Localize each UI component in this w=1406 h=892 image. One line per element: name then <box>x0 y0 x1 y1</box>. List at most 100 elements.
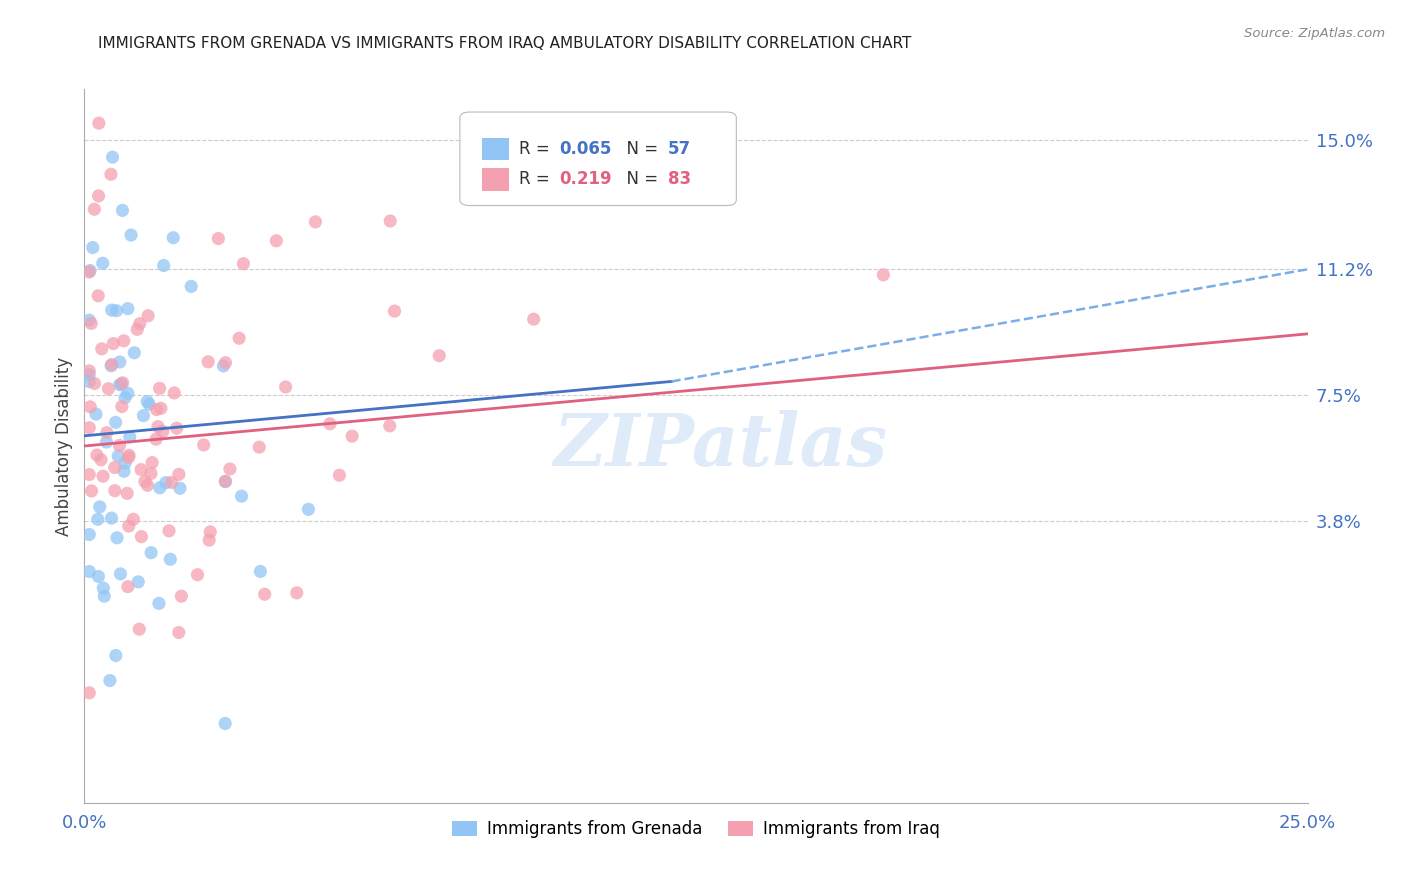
Point <box>219 462 242 476</box>
Point <box>100 359 122 373</box>
Point <box>87 569 110 583</box>
Point <box>100 167 122 181</box>
Point <box>198 533 221 548</box>
Point <box>193 438 215 452</box>
Point <box>186 567 208 582</box>
Point <box>98 673 121 688</box>
Point <box>285 586 308 600</box>
Point <box>100 511 122 525</box>
Point <box>249 565 271 579</box>
Point <box>77 527 100 541</box>
Point <box>110 566 132 581</box>
Point <box>77 686 100 700</box>
Point <box>90 452 112 467</box>
Point <box>107 449 129 463</box>
Point <box>100 358 122 372</box>
Point <box>180 279 202 293</box>
Point <box>79 263 101 277</box>
Point <box>274 380 297 394</box>
Point <box>328 468 350 483</box>
Point <box>136 478 159 492</box>
Point <box>212 359 235 373</box>
Point <box>111 400 134 414</box>
Text: R =: R = <box>519 170 554 188</box>
Point <box>114 391 136 405</box>
Point <box>378 418 401 433</box>
Point <box>149 481 172 495</box>
Point <box>93 589 115 603</box>
FancyBboxPatch shape <box>482 168 509 191</box>
Point <box>214 475 236 489</box>
Point <box>319 417 342 431</box>
Point <box>340 429 363 443</box>
Point <box>160 475 183 490</box>
Point <box>112 334 135 348</box>
Text: N =: N = <box>616 170 664 188</box>
Point <box>170 589 193 603</box>
FancyBboxPatch shape <box>460 112 737 205</box>
Point <box>96 425 118 440</box>
Point <box>96 435 118 450</box>
Point <box>169 481 191 495</box>
Point <box>128 317 150 331</box>
Point <box>84 407 107 421</box>
Text: ZIPatlas: ZIPatlas <box>554 410 887 482</box>
Point <box>120 228 142 243</box>
Point <box>117 580 139 594</box>
Point <box>118 519 141 533</box>
Point <box>138 397 160 411</box>
Point <box>111 203 134 218</box>
Point <box>97 382 120 396</box>
Point <box>82 241 104 255</box>
Point <box>105 531 128 545</box>
Point <box>136 309 159 323</box>
Point <box>132 409 155 423</box>
Point <box>117 450 139 465</box>
Point <box>91 469 114 483</box>
FancyBboxPatch shape <box>482 137 509 161</box>
Point <box>427 349 450 363</box>
Point <box>104 415 127 429</box>
Point <box>117 301 139 316</box>
Point <box>118 448 141 462</box>
Point <box>90 342 112 356</box>
Point <box>87 189 110 203</box>
Text: 57: 57 <box>668 140 690 158</box>
Point <box>118 430 141 444</box>
Point <box>103 336 125 351</box>
Text: 83: 83 <box>668 170 690 188</box>
Point <box>380 214 402 228</box>
Text: N =: N = <box>616 140 664 158</box>
Point <box>108 438 131 452</box>
Text: 0.065: 0.065 <box>560 140 612 158</box>
Point <box>91 581 114 595</box>
Point <box>166 421 188 435</box>
Point <box>83 202 105 217</box>
Point <box>231 489 253 503</box>
Point <box>141 456 163 470</box>
Point <box>232 257 254 271</box>
Point <box>79 400 101 414</box>
Point <box>127 574 149 589</box>
Point <box>167 467 190 482</box>
Point <box>77 420 100 434</box>
Point <box>149 381 172 395</box>
Point <box>131 530 153 544</box>
Text: IMMIGRANTS FROM GRENADA VS IMMIGRANTS FROM IRAQ AMBULATORY DISABILITY CORRELATIO: IMMIGRANTS FROM GRENADA VS IMMIGRANTS FR… <box>98 36 912 51</box>
Point <box>108 377 131 392</box>
Point <box>145 432 167 446</box>
Point <box>87 512 110 526</box>
Point <box>80 317 103 331</box>
Point <box>101 150 124 164</box>
Point <box>148 596 170 610</box>
Text: 0.219: 0.219 <box>560 170 612 188</box>
Point <box>214 356 236 370</box>
Point <box>110 377 132 392</box>
Point <box>86 448 108 462</box>
Text: R =: R = <box>519 140 554 158</box>
Point <box>297 502 319 516</box>
Point <box>77 265 100 279</box>
Point <box>77 313 100 327</box>
Point <box>214 475 236 489</box>
Point <box>112 464 135 478</box>
